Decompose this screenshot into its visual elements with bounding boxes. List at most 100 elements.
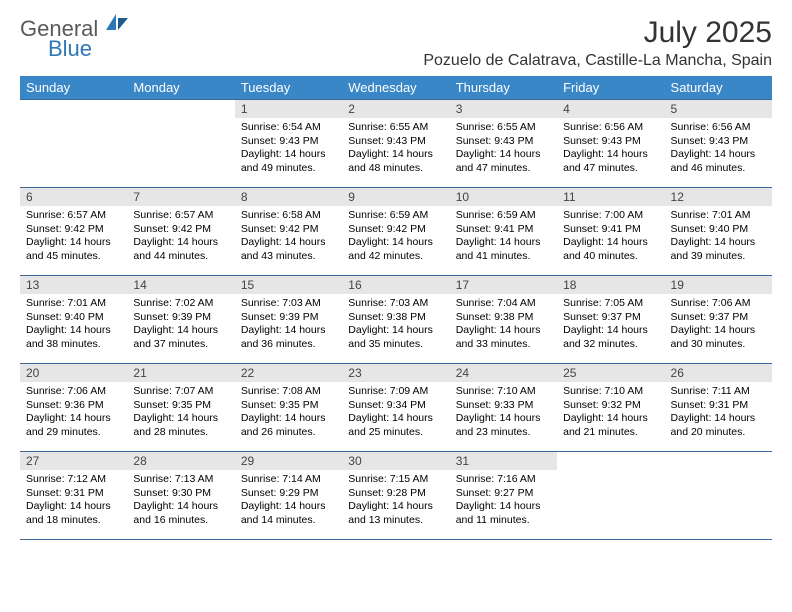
day-number: 26 [665,364,772,382]
day-details: Sunrise: 6:58 AMSunset: 9:42 PMDaylight:… [235,206,342,268]
day-details: Sunrise: 6:54 AMSunset: 9:43 PMDaylight:… [235,118,342,180]
calendar-day-cell: 11Sunrise: 7:00 AMSunset: 9:41 PMDayligh… [557,188,664,276]
day-details: Sunrise: 7:04 AMSunset: 9:38 PMDaylight:… [450,294,557,356]
day-details: Sunrise: 7:05 AMSunset: 9:37 PMDaylight:… [557,294,664,356]
calendar-day-cell: 16Sunrise: 7:03 AMSunset: 9:38 PMDayligh… [342,276,449,364]
calendar-day-cell: 24Sunrise: 7:10 AMSunset: 9:33 PMDayligh… [450,364,557,452]
day-number: 30 [342,452,449,470]
day-number: 12 [665,188,772,206]
calendar-day-cell: 28Sunrise: 7:13 AMSunset: 9:30 PMDayligh… [127,452,234,540]
calendar-day-cell: 22Sunrise: 7:08 AMSunset: 9:35 PMDayligh… [235,364,342,452]
day-number: 5 [665,100,772,118]
calendar-day-cell: .. [557,452,664,540]
weekday-header: Sunday [20,76,127,100]
day-number: 17 [450,276,557,294]
day-details: Sunrise: 7:00 AMSunset: 9:41 PMDaylight:… [557,206,664,268]
calendar-day-cell: 4Sunrise: 6:56 AMSunset: 9:43 PMDaylight… [557,100,664,188]
day-number: 14 [127,276,234,294]
calendar-day-cell: 1Sunrise: 6:54 AMSunset: 9:43 PMDaylight… [235,100,342,188]
day-details: Sunrise: 7:06 AMSunset: 9:37 PMDaylight:… [665,294,772,356]
calendar-day-cell: 3Sunrise: 6:55 AMSunset: 9:43 PMDaylight… [450,100,557,188]
weekday-header-row: SundayMondayTuesdayWednesdayThursdayFrid… [20,76,772,100]
logo: General Blue [20,16,140,62]
day-number: 31 [450,452,557,470]
day-number: 16 [342,276,449,294]
calendar-day-cell: 21Sunrise: 7:07 AMSunset: 9:35 PMDayligh… [127,364,234,452]
calendar-day-cell: 15Sunrise: 7:03 AMSunset: 9:39 PMDayligh… [235,276,342,364]
weekday-header: Friday [557,76,664,100]
sail-icon [104,12,130,37]
day-details: Sunrise: 7:01 AMSunset: 9:40 PMDaylight:… [20,294,127,356]
calendar-day-cell: 10Sunrise: 6:59 AMSunset: 9:41 PMDayligh… [450,188,557,276]
day-number: 9 [342,188,449,206]
calendar-day-cell: 17Sunrise: 7:04 AMSunset: 9:38 PMDayligh… [450,276,557,364]
calendar-day-cell: 14Sunrise: 7:02 AMSunset: 9:39 PMDayligh… [127,276,234,364]
day-details: Sunrise: 7:10 AMSunset: 9:32 PMDaylight:… [557,382,664,444]
day-number: 21 [127,364,234,382]
day-details: Sunrise: 7:07 AMSunset: 9:35 PMDaylight:… [127,382,234,444]
day-number: 28 [127,452,234,470]
calendar-day-cell: 23Sunrise: 7:09 AMSunset: 9:34 PMDayligh… [342,364,449,452]
day-details: Sunrise: 6:56 AMSunset: 9:43 PMDaylight:… [665,118,772,180]
day-number: 20 [20,364,127,382]
calendar-week-row: 6Sunrise: 6:57 AMSunset: 9:42 PMDaylight… [20,188,772,276]
day-details: Sunrise: 6:55 AMSunset: 9:43 PMDaylight:… [450,118,557,180]
day-details: Sunrise: 7:06 AMSunset: 9:36 PMDaylight:… [20,382,127,444]
calendar-day-cell: 13Sunrise: 7:01 AMSunset: 9:40 PMDayligh… [20,276,127,364]
day-number: 24 [450,364,557,382]
calendar-day-cell: 26Sunrise: 7:11 AMSunset: 9:31 PMDayligh… [665,364,772,452]
day-details: Sunrise: 6:59 AMSunset: 9:42 PMDaylight:… [342,206,449,268]
day-details: Sunrise: 7:03 AMSunset: 9:39 PMDaylight:… [235,294,342,356]
day-details: Sunrise: 6:55 AMSunset: 9:43 PMDaylight:… [342,118,449,180]
calendar-day-cell: 18Sunrise: 7:05 AMSunset: 9:37 PMDayligh… [557,276,664,364]
calendar-day-cell: 2Sunrise: 6:55 AMSunset: 9:43 PMDaylight… [342,100,449,188]
weekday-header: Tuesday [235,76,342,100]
calendar-day-cell: 6Sunrise: 6:57 AMSunset: 9:42 PMDaylight… [20,188,127,276]
calendar-day-cell: 29Sunrise: 7:14 AMSunset: 9:29 PMDayligh… [235,452,342,540]
day-number: 8 [235,188,342,206]
day-number: 22 [235,364,342,382]
calendar-week-row: 27Sunrise: 7:12 AMSunset: 9:31 PMDayligh… [20,452,772,540]
day-details: Sunrise: 7:14 AMSunset: 9:29 PMDaylight:… [235,470,342,532]
day-number: 19 [665,276,772,294]
calendar-day-cell: .. [127,100,234,188]
day-number: 23 [342,364,449,382]
day-number: 4 [557,100,664,118]
day-details: Sunrise: 6:57 AMSunset: 9:42 PMDaylight:… [20,206,127,268]
calendar-day-cell: 5Sunrise: 6:56 AMSunset: 9:43 PMDaylight… [665,100,772,188]
location-text: Pozuelo de Calatrava, Castille-La Mancha… [423,52,772,70]
calendar-day-cell: .. [665,452,772,540]
day-details: Sunrise: 6:59 AMSunset: 9:41 PMDaylight:… [450,206,557,268]
calendar-day-cell: 9Sunrise: 6:59 AMSunset: 9:42 PMDaylight… [342,188,449,276]
day-number: 29 [235,452,342,470]
calendar-week-row: 20Sunrise: 7:06 AMSunset: 9:36 PMDayligh… [20,364,772,452]
day-details: Sunrise: 7:08 AMSunset: 9:35 PMDaylight:… [235,382,342,444]
weekday-header: Monday [127,76,234,100]
day-number: 10 [450,188,557,206]
day-details: Sunrise: 7:15 AMSunset: 9:28 PMDaylight:… [342,470,449,532]
day-number: 7 [127,188,234,206]
calendar-day-cell: 20Sunrise: 7:06 AMSunset: 9:36 PMDayligh… [20,364,127,452]
calendar-day-cell: 27Sunrise: 7:12 AMSunset: 9:31 PMDayligh… [20,452,127,540]
day-details: Sunrise: 7:16 AMSunset: 9:27 PMDaylight:… [450,470,557,532]
day-number: 6 [20,188,127,206]
day-details: Sunrise: 7:02 AMSunset: 9:39 PMDaylight:… [127,294,234,356]
day-number: 13 [20,276,127,294]
day-number: 3 [450,100,557,118]
day-number: 18 [557,276,664,294]
day-number: 27 [20,452,127,470]
weekday-header: Saturday [665,76,772,100]
calendar-day-cell: 31Sunrise: 7:16 AMSunset: 9:27 PMDayligh… [450,452,557,540]
day-number: 25 [557,364,664,382]
day-details: Sunrise: 7:01 AMSunset: 9:40 PMDaylight:… [665,206,772,268]
day-details: Sunrise: 7:13 AMSunset: 9:30 PMDaylight:… [127,470,234,532]
calendar-day-cell: 19Sunrise: 7:06 AMSunset: 9:37 PMDayligh… [665,276,772,364]
weekday-header: Wednesday [342,76,449,100]
day-number: 15 [235,276,342,294]
calendar-day-cell: 12Sunrise: 7:01 AMSunset: 9:40 PMDayligh… [665,188,772,276]
day-details: Sunrise: 7:11 AMSunset: 9:31 PMDaylight:… [665,382,772,444]
title-block: July 2025 Pozuelo de Calatrava, Castille… [423,16,772,70]
weekday-header: Thursday [450,76,557,100]
calendar-day-cell: 25Sunrise: 7:10 AMSunset: 9:32 PMDayligh… [557,364,664,452]
calendar-table: SundayMondayTuesdayWednesdayThursdayFrid… [20,76,772,540]
